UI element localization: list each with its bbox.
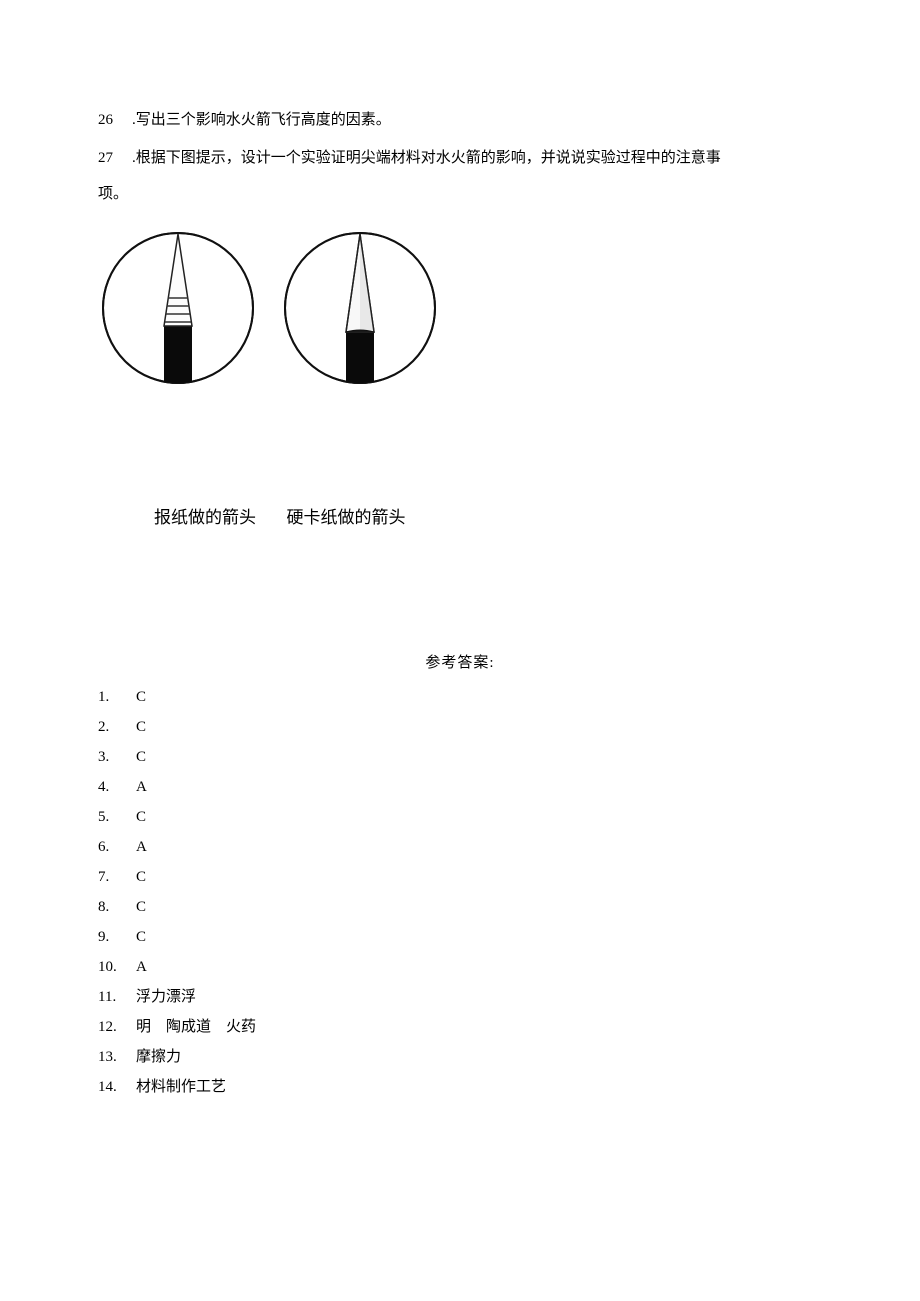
question-27-text: .根据下图提示，设计一个实验证明尖端材料对水火箭的影响，并说说实验过程中的注意事: [132, 146, 822, 170]
question-27: 27 .根据下图提示，设计一个实验证明尖端材料对水火箭的影响，并说说实验过程中的…: [98, 146, 822, 206]
answer-item: 11. 浮力漂浮: [98, 985, 822, 1009]
answer-val: A: [136, 955, 147, 979]
answer-val: C: [136, 895, 146, 919]
answer-item: 4.A: [98, 775, 822, 799]
diagram-cardstock-svg: [280, 228, 440, 388]
question-26-number: 26: [98, 108, 132, 132]
diagram-newspaper-tip: [98, 228, 258, 388]
answer-item: 8.C: [98, 895, 822, 919]
question-27-number: 27: [98, 146, 132, 170]
answer-item: 10. A: [98, 955, 822, 979]
answer-val: C: [136, 685, 146, 709]
answer-num: 6.: [98, 835, 136, 859]
answer-num: 13.: [98, 1045, 136, 1069]
diagram-cardstock-tip: [280, 228, 440, 388]
question-26-line: 26 .写出三个影响水火箭飞行高度的因素。: [98, 108, 822, 132]
answer-val: C: [136, 745, 146, 769]
answer-num: 7.: [98, 865, 136, 889]
answer-item: 14. 材料制作工艺: [98, 1075, 822, 1099]
answer-val: 材料制作工艺: [136, 1075, 226, 1099]
answer-item: 13. 摩擦力: [98, 1045, 822, 1069]
answer-item: 9.C: [98, 925, 822, 949]
question-26-text: .写出三个影响水火箭飞行高度的因素。: [132, 108, 822, 132]
shaft: [164, 326, 192, 388]
answers-list: 1.C 2.C 3.C 4.A 5.C 6.A 7.C 8.C 9.C 10. …: [98, 685, 822, 1099]
answer-val: C: [136, 925, 146, 949]
answer-num: 9.: [98, 925, 136, 949]
caption-cardstock: 硬卡纸做的箭头: [287, 504, 406, 531]
diagram-captions: 报纸做的箭头 硬卡纸做的箭头: [154, 504, 822, 531]
answer-val: 浮力漂浮: [136, 985, 196, 1009]
answer-item: 1.C: [98, 685, 822, 709]
answer-num: 10.: [98, 955, 136, 979]
answer-num: 2.: [98, 715, 136, 739]
answer-num: 11.: [98, 985, 136, 1009]
answer-num: 12.: [98, 1015, 136, 1039]
answer-item: 12. 明 陶成道 火药: [98, 1015, 822, 1039]
answer-num: 3.: [98, 745, 136, 769]
answer-num: 5.: [98, 805, 136, 829]
answer-item: 2.C: [98, 715, 822, 739]
caption-newspaper: 报纸做的箭头: [154, 504, 256, 531]
question-26: 26 .写出三个影响水火箭飞行高度的因素。: [98, 108, 822, 132]
diagram-newspaper-svg: [98, 228, 258, 388]
answer-val: C: [136, 865, 146, 889]
question-27-line2: 项。: [98, 182, 822, 206]
answer-num: 1.: [98, 685, 136, 709]
answer-num: 14.: [98, 1075, 136, 1099]
diagram-row: [98, 228, 822, 388]
answer-num: 4.: [98, 775, 136, 799]
shaft: [346, 332, 374, 388]
answer-val: 摩擦力: [136, 1045, 181, 1069]
answer-item: 7.C: [98, 865, 822, 889]
answer-num: 8.: [98, 895, 136, 919]
answer-val: C: [136, 805, 146, 829]
answer-item: 5.C: [98, 805, 822, 829]
answer-val: A: [136, 775, 147, 799]
answers-heading: 参考答案:: [98, 651, 822, 675]
answer-item: 3.C: [98, 745, 822, 769]
answer-val: 明 陶成道 火药: [136, 1015, 256, 1039]
answer-val: C: [136, 715, 146, 739]
answer-item: 6.A: [98, 835, 822, 859]
answer-val: A: [136, 835, 147, 859]
question-27-line1: 27 .根据下图提示，设计一个实验证明尖端材料对水火箭的影响，并说说实验过程中的…: [98, 146, 822, 170]
